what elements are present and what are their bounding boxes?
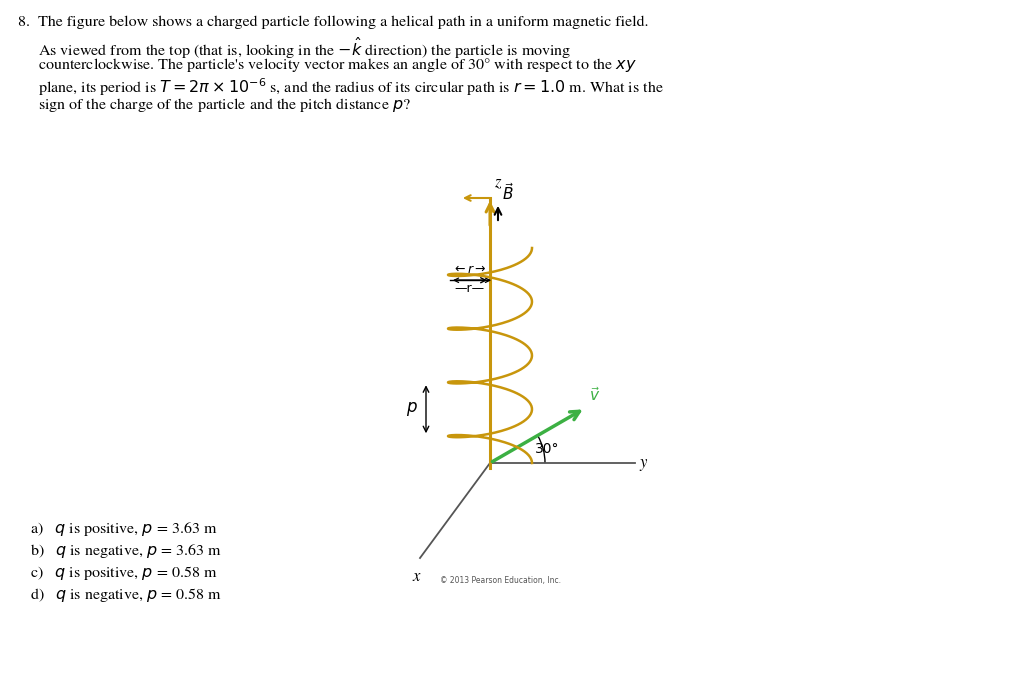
Text: plane, its period is $T = 2\pi\times10^{-6}$ s, and the radius of its circular p: plane, its period is $T = 2\pi\times10^{… — [38, 76, 664, 98]
Text: c)   $q$ is positive, $p$ = 0.58 m: c) $q$ is positive, $p$ = 0.58 m — [30, 564, 217, 582]
Text: counterclockwise. The particle's velocity vector makes an angle of 30° with resp: counterclockwise. The particle's velocit… — [38, 56, 637, 74]
Text: As viewed from the top (that is, looking in the $-\hat{k}$ direction) the partic: As viewed from the top (that is, looking… — [38, 36, 571, 61]
Text: 8.  The figure below shows a charged particle following a helical path in a unif: 8. The figure below shows a charged part… — [18, 16, 648, 29]
Text: $\vec{B}$: $\vec{B}$ — [502, 182, 514, 203]
Text: $p$: $p$ — [407, 400, 418, 418]
Text: © 2013 Pearson Education, Inc.: © 2013 Pearson Education, Inc. — [440, 576, 561, 585]
Text: sign of the charge of the particle and the pitch distance $p$?: sign of the charge of the particle and t… — [38, 96, 411, 114]
Text: x: x — [413, 568, 420, 585]
Text: y: y — [639, 455, 646, 471]
Text: —r—: —r— — [454, 282, 484, 295]
Text: a)   $q$ is positive, $p$ = 3.63 m: a) $q$ is positive, $p$ = 3.63 m — [30, 520, 217, 538]
Text: $\vec{v}$: $\vec{v}$ — [589, 386, 600, 404]
Text: 30°: 30° — [536, 442, 559, 456]
Text: b)   $q$ is negative, $p$ = 3.63 m: b) $q$ is negative, $p$ = 3.63 m — [30, 542, 222, 560]
Text: $\leftarrow r\rightarrow$: $\leftarrow r\rightarrow$ — [452, 264, 486, 276]
Text: d)   $q$ is negative, $p$ = 0.58 m: d) $q$ is negative, $p$ = 0.58 m — [30, 586, 222, 604]
Text: z: z — [494, 173, 501, 190]
